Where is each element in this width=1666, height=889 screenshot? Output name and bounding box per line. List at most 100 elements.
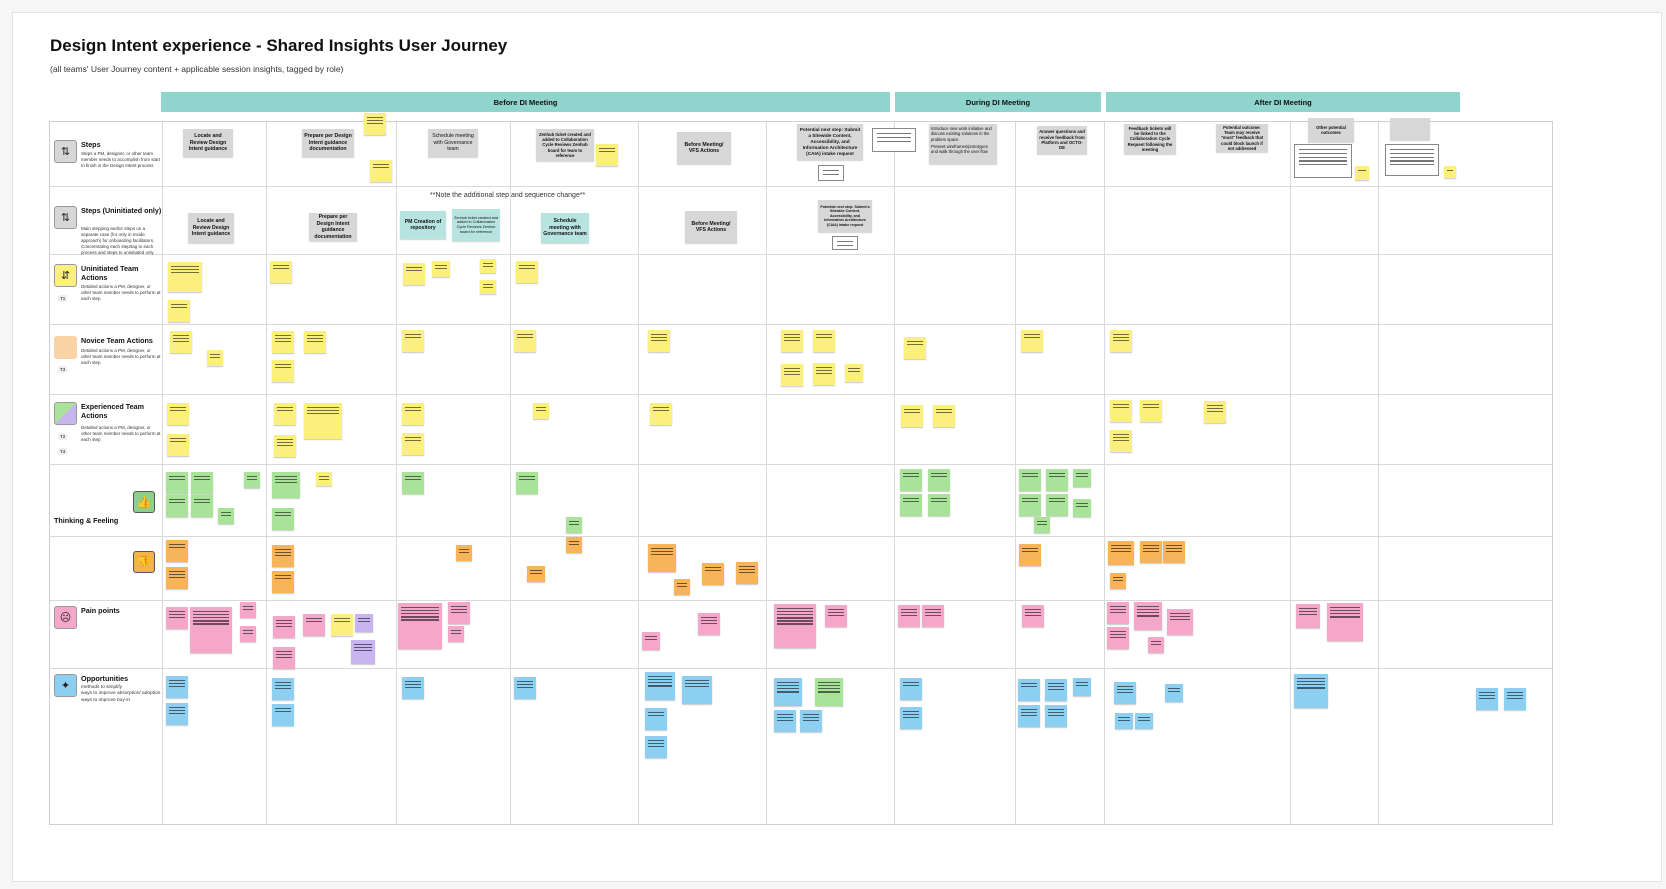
text-line bbox=[276, 654, 292, 656]
text-line bbox=[170, 410, 186, 412]
text-line bbox=[1207, 411, 1223, 413]
sticky-note bbox=[1140, 541, 1162, 563]
sticky-note bbox=[272, 508, 294, 530]
text-line bbox=[1049, 476, 1065, 478]
text-line bbox=[816, 373, 832, 375]
text-line bbox=[1297, 687, 1325, 689]
text-line bbox=[777, 691, 799, 693]
text-line bbox=[925, 609, 941, 611]
text-line bbox=[1138, 717, 1150, 719]
text-line bbox=[194, 499, 210, 501]
sticky-note bbox=[514, 677, 536, 699]
sequence-note: **Note the additional step and sequence … bbox=[430, 192, 586, 199]
text-line bbox=[169, 617, 185, 619]
sticky-note bbox=[1021, 330, 1043, 352]
text-line bbox=[701, 623, 717, 625]
text-line bbox=[1111, 548, 1131, 550]
sticky-note bbox=[303, 614, 325, 636]
text-line bbox=[483, 263, 493, 265]
text-line bbox=[904, 409, 920, 411]
text-line bbox=[519, 265, 535, 267]
text-line bbox=[405, 681, 421, 683]
text-line bbox=[803, 717, 819, 719]
text-line bbox=[777, 608, 813, 610]
text-line bbox=[169, 707, 185, 709]
text-line bbox=[275, 555, 291, 557]
text-line bbox=[1166, 545, 1182, 547]
text-line bbox=[1049, 501, 1065, 503]
sticky-note bbox=[1046, 494, 1068, 516]
sticky-note bbox=[432, 261, 450, 277]
sticky-note bbox=[1110, 430, 1132, 452]
sticky-note bbox=[166, 607, 188, 629]
text-line bbox=[1297, 681, 1325, 683]
sticky-note bbox=[781, 330, 803, 352]
text-line bbox=[685, 680, 709, 682]
text-line bbox=[1024, 334, 1040, 336]
sticky-note bbox=[272, 472, 300, 498]
text-line bbox=[169, 574, 185, 576]
sticky-note bbox=[402, 330, 424, 352]
sticky-note bbox=[1110, 400, 1132, 422]
text-line bbox=[171, 272, 199, 274]
text-line bbox=[837, 244, 853, 247]
text-line bbox=[273, 265, 289, 267]
text-line bbox=[739, 569, 755, 571]
column-divider bbox=[1290, 122, 1291, 824]
sticky-note bbox=[1110, 573, 1126, 589]
text-line bbox=[194, 476, 210, 478]
sticky-note bbox=[274, 435, 296, 457]
text-line bbox=[173, 338, 189, 340]
text-line bbox=[243, 630, 253, 632]
sticky-note bbox=[1148, 637, 1164, 653]
sticky-note bbox=[1034, 517, 1050, 533]
text-line bbox=[823, 170, 839, 172]
row-label-steps: ⇅ Steps Steps a PM, designer, or other t… bbox=[54, 140, 162, 190]
text-line bbox=[651, 551, 673, 553]
text-line bbox=[1137, 612, 1159, 614]
text-line bbox=[1110, 634, 1126, 636]
step-card: Feedback tickets will be linked to the C… bbox=[1124, 124, 1176, 154]
text-line bbox=[803, 714, 819, 716]
text-line bbox=[1207, 408, 1223, 410]
text-line bbox=[1076, 473, 1088, 475]
text-line bbox=[358, 621, 370, 623]
text-line bbox=[517, 684, 533, 686]
text-line bbox=[275, 708, 291, 710]
text-line bbox=[483, 287, 493, 289]
sticky-note bbox=[272, 571, 294, 593]
text-line bbox=[459, 549, 469, 551]
thumbs-down-icon: 👎 bbox=[133, 551, 155, 573]
sticky-note bbox=[1019, 494, 1041, 516]
text-line bbox=[648, 715, 664, 717]
text-line bbox=[169, 577, 185, 579]
text-line bbox=[651, 340, 667, 342]
row-label-novice-actions: Novice Team Actions Detailed actions a P… bbox=[54, 336, 162, 396]
text-line bbox=[1113, 577, 1123, 579]
row-divider bbox=[50, 464, 1552, 465]
journey-grid bbox=[49, 121, 1553, 825]
text-line bbox=[1110, 637, 1126, 639]
text-line bbox=[1297, 678, 1325, 680]
text-line bbox=[651, 334, 667, 336]
text-line bbox=[903, 711, 919, 713]
text-line bbox=[1143, 407, 1159, 409]
text-line bbox=[901, 615, 917, 617]
text-line bbox=[931, 476, 947, 478]
text-line bbox=[275, 338, 291, 340]
text-line bbox=[904, 412, 920, 414]
text-line bbox=[1479, 698, 1495, 700]
text-line bbox=[1025, 615, 1041, 617]
text-line bbox=[406, 270, 422, 272]
text-line bbox=[784, 371, 800, 373]
text-line bbox=[1390, 156, 1434, 158]
text-line bbox=[1170, 616, 1190, 618]
text-line bbox=[405, 407, 421, 409]
sticky-note bbox=[928, 469, 950, 491]
text-line bbox=[1022, 498, 1038, 500]
sticky-note bbox=[781, 364, 803, 386]
text-line bbox=[170, 438, 186, 440]
sticky-note bbox=[168, 262, 202, 292]
text-line bbox=[367, 120, 383, 122]
text-line bbox=[648, 746, 664, 748]
